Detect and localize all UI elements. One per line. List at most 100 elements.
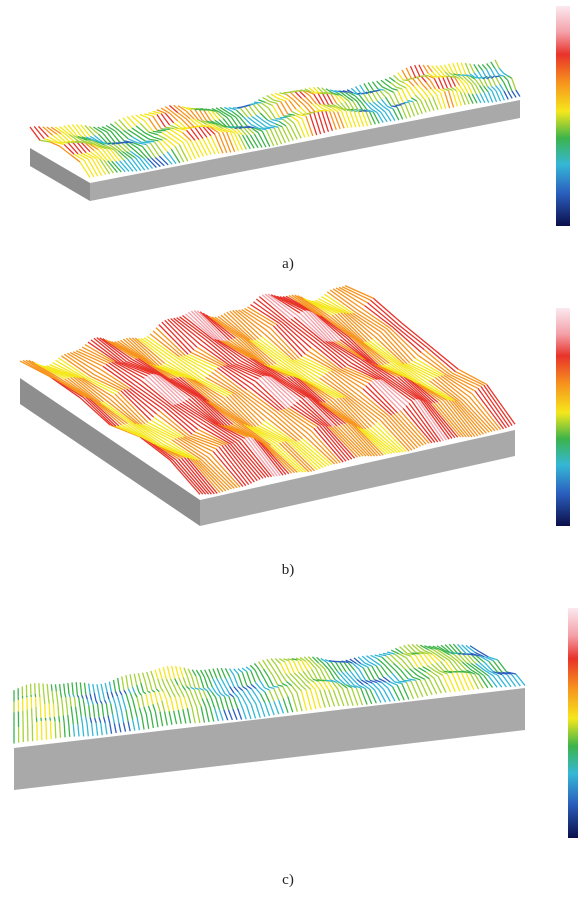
mesh-line — [402, 89, 408, 101]
mesh-line — [503, 73, 507, 76]
mesh-line — [204, 677, 208, 688]
mesh-line — [215, 134, 223, 153]
mesh-line — [225, 696, 229, 709]
mesh-line — [242, 697, 246, 705]
mesh-line — [141, 695, 143, 707]
mesh-line — [260, 688, 265, 692]
mesh-line — [251, 671, 256, 683]
mesh-line — [144, 707, 146, 714]
mesh-line — [55, 721, 56, 738]
mesh-line — [211, 136, 219, 154]
mesh-line — [242, 672, 247, 685]
mesh-line — [488, 676, 497, 687]
mesh-line — [234, 687, 238, 692]
mesh-line — [269, 687, 274, 688]
mesh-line — [400, 85, 405, 88]
mesh-line — [457, 672, 465, 691]
mesh-line — [319, 110, 326, 111]
mesh-line — [183, 677, 186, 686]
mesh-line — [177, 691, 180, 696]
mesh-line — [395, 81, 400, 85]
mesh-line — [282, 683, 287, 686]
mesh-line — [251, 697, 255, 704]
mesh-line — [289, 661, 294, 673]
mesh-line — [86, 717, 87, 724]
mesh-line — [299, 115, 306, 116]
mesh-line — [406, 88, 411, 98]
mesh-line — [263, 660, 268, 668]
mesh-line — [46, 720, 47, 739]
mesh-line — [202, 699, 206, 707]
mesh-line — [142, 146, 151, 158]
mesh-line — [247, 706, 251, 719]
mesh-line — [225, 678, 229, 686]
mesh-line — [251, 684, 256, 688]
mesh-line — [150, 143, 159, 156]
mesh-line — [207, 691, 211, 698]
mesh-line — [268, 677, 273, 687]
mesh-line — [283, 698, 288, 712]
mesh-line — [478, 388, 506, 428]
mesh-line — [126, 694, 128, 701]
mesh-line — [476, 94, 481, 103]
mesh-line — [265, 692, 270, 702]
mesh-line — [479, 675, 488, 688]
mesh-line — [138, 673, 141, 683]
mesh-line — [47, 684, 48, 691]
mesh-line — [64, 684, 65, 694]
mesh-line — [109, 682, 111, 692]
mesh-line — [99, 692, 101, 700]
mesh-line — [133, 720, 135, 731]
mesh-line — [122, 676, 124, 690]
mesh-line — [163, 692, 166, 699]
mesh-line — [74, 697, 75, 707]
mesh-line — [151, 158, 160, 167]
mesh-line — [230, 686, 234, 692]
mesh-line — [76, 682, 77, 695]
mesh-line — [178, 710, 181, 724]
mesh-line — [301, 691, 306, 711]
mesh-line — [165, 686, 168, 692]
mesh-line — [54, 717, 55, 721]
mesh-line — [383, 653, 390, 654]
mesh-line — [265, 703, 270, 716]
mesh-line — [488, 92, 493, 103]
mesh-line — [162, 701, 165, 712]
mesh-line — [135, 158, 144, 170]
color-bar — [556, 6, 570, 226]
mesh-line — [174, 711, 177, 724]
mesh-line — [499, 76, 503, 82]
mesh-line — [191, 141, 200, 158]
mesh-line — [221, 694, 225, 697]
mesh-line — [217, 668, 221, 678]
mesh-line — [279, 700, 284, 713]
mesh-line — [157, 703, 160, 712]
mesh-line — [462, 654, 471, 664]
mesh-line — [84, 683, 85, 695]
mesh-line — [146, 144, 155, 157]
mesh-line — [133, 699, 135, 708]
mesh-line — [113, 680, 115, 692]
mesh-line — [39, 693, 40, 697]
mesh-line — [278, 687, 283, 698]
mesh-line — [153, 704, 156, 712]
mesh-line — [64, 723, 65, 737]
mesh-line — [231, 132, 239, 151]
mesh-line — [263, 97, 270, 101]
mesh-line — [69, 724, 70, 737]
mesh-line — [267, 659, 272, 667]
mesh-line — [93, 704, 95, 717]
mesh-line — [504, 91, 508, 99]
mesh-line — [238, 134, 246, 149]
mesh-line — [221, 668, 225, 678]
mesh-line — [72, 682, 73, 695]
mesh-line — [500, 91, 504, 101]
mesh-line — [76, 707, 77, 715]
mesh-line — [77, 695, 78, 697]
mesh-line — [496, 91, 500, 101]
mesh-line — [256, 704, 260, 718]
mesh-line — [121, 711, 123, 723]
mesh-line — [511, 674, 520, 686]
mesh-line — [512, 91, 516, 98]
mesh-line — [315, 689, 321, 708]
